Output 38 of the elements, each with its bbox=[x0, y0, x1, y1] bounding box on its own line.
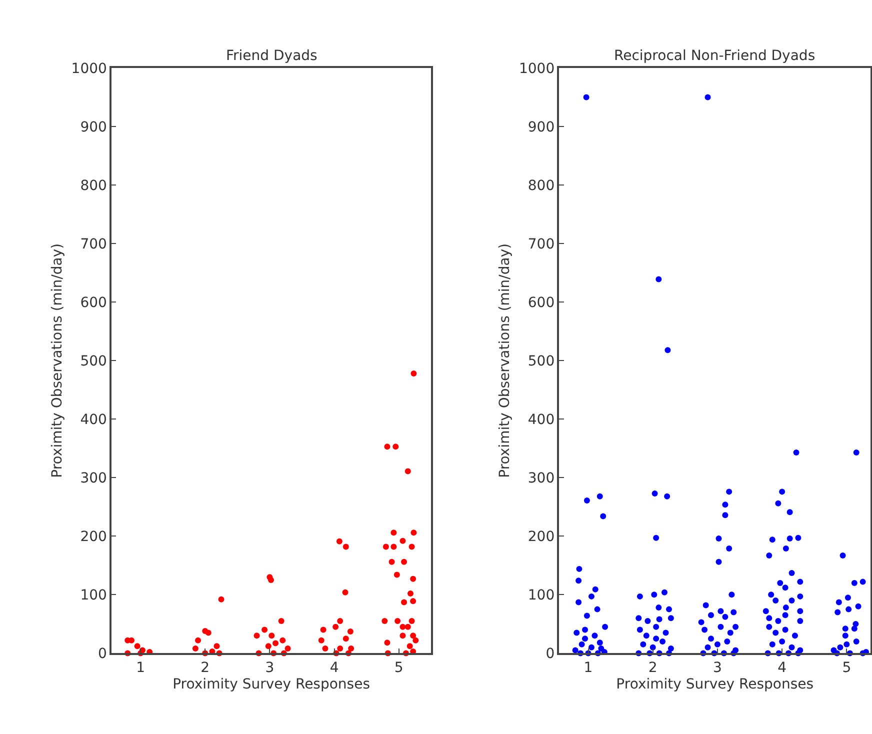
x-tick-label: 5 bbox=[394, 660, 404, 676]
y-tick-label: 400 bbox=[528, 412, 555, 428]
y-tick-label: 900 bbox=[528, 119, 555, 136]
chart-title: Friend Dyads bbox=[226, 48, 318, 64]
x-tick-label: 1 bbox=[136, 660, 146, 676]
chart-title: Reciprocal Non-Friend Dyads bbox=[614, 48, 816, 64]
x-tick-label: 3 bbox=[713, 660, 722, 676]
x-axis-title: Proximity Survey Responses bbox=[172, 676, 370, 693]
x-tick-label: 4 bbox=[778, 660, 787, 676]
y-tick-label: 700 bbox=[80, 236, 107, 252]
y-tick-label: 900 bbox=[80, 119, 107, 136]
y-tick-label: 800 bbox=[80, 178, 107, 194]
y-tick-label: 200 bbox=[528, 529, 555, 546]
y-tick-label: 100 bbox=[80, 588, 107, 604]
y-axis-title: Proximity Observations (min/day) bbox=[49, 243, 66, 478]
y-tick-label: 200 bbox=[80, 529, 107, 546]
x-tick-label: 3 bbox=[265, 660, 274, 676]
y-tick-label: 700 bbox=[528, 236, 555, 252]
y-tick-label: 600 bbox=[80, 295, 107, 311]
y-tick-label: 500 bbox=[528, 354, 555, 370]
y-tick-label: 800 bbox=[528, 178, 555, 194]
y-tick-label: 100 bbox=[528, 588, 555, 604]
y-tick-label: 1000 bbox=[71, 60, 107, 77]
y-tick-label: 400 bbox=[80, 412, 107, 428]
x-axis-title: Proximity Survey Responses bbox=[616, 676, 814, 693]
x-tick-label: 2 bbox=[648, 660, 658, 676]
y-tick-label: 300 bbox=[80, 470, 107, 487]
y-tick-label: 600 bbox=[528, 295, 555, 311]
y-axis-title: Proximity Observations (min/day) bbox=[497, 243, 514, 478]
x-tick-label: 5 bbox=[842, 660, 852, 676]
x-tick-label: 2 bbox=[200, 660, 210, 676]
y-tick-label: 300 bbox=[528, 470, 555, 487]
y-tick-label: 0 bbox=[546, 646, 555, 662]
x-tick-label: 1 bbox=[584, 660, 593, 676]
y-tick-label: 1000 bbox=[518, 60, 555, 77]
y-tick-label: 500 bbox=[80, 354, 107, 370]
x-tick-label: 4 bbox=[330, 660, 339, 676]
y-tick-label: 0 bbox=[98, 646, 107, 662]
